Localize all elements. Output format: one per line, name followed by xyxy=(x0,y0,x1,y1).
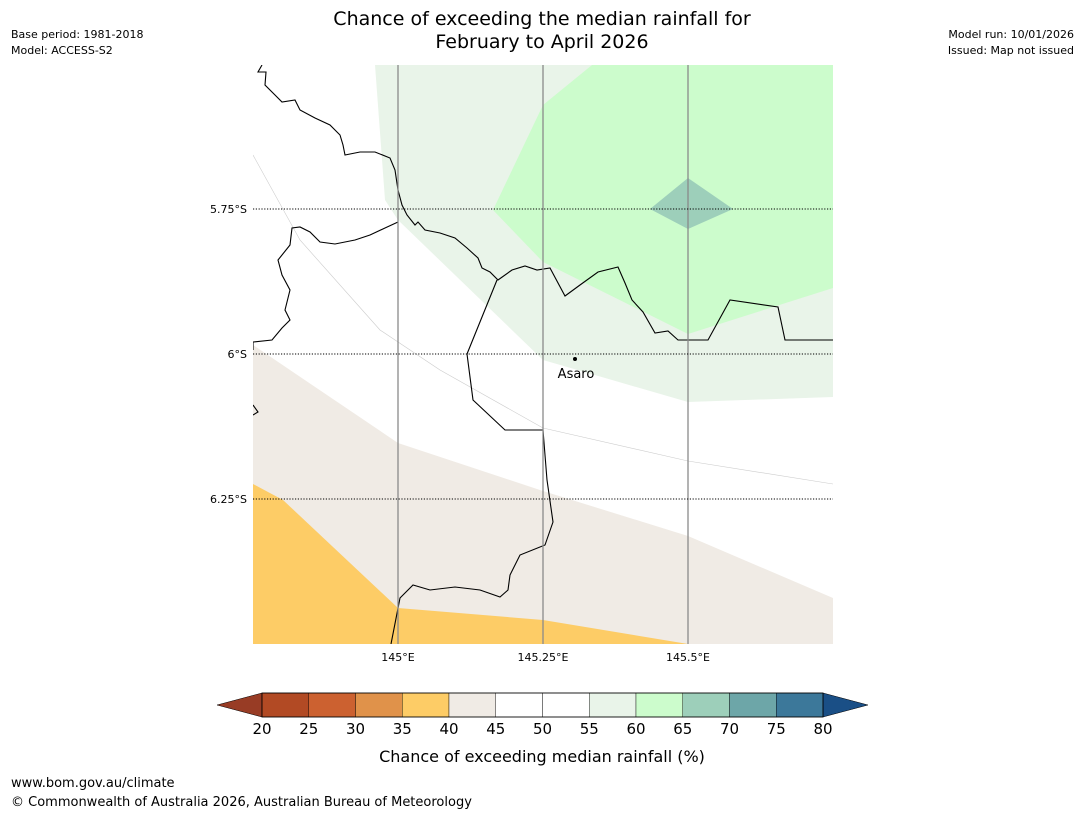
colorbar-tick-label: 80 xyxy=(813,720,832,738)
province-border xyxy=(390,279,554,644)
town-label-asaro: Asaro xyxy=(558,367,595,382)
colorbar-tick-label: 20 xyxy=(252,720,271,738)
title-line-2: February to April 2026 xyxy=(435,31,649,53)
base-period: Base period: 1981-2018 xyxy=(11,28,144,41)
rainfall-map: Asaro 5.75°S 6°S 6.25°S 145°E 145.25°E 1… xyxy=(210,65,833,664)
colorbar-tick-label: 70 xyxy=(720,720,739,738)
coastline xyxy=(253,221,399,350)
colorbar-ticks: 20 25 30 35 40 45 50 55 60 65 70 75 80 xyxy=(252,720,832,738)
colorbar-tick-label: 45 xyxy=(486,720,505,738)
lon-label: 145°E xyxy=(381,651,414,664)
lat-label: 6.25°S xyxy=(210,493,247,506)
colorbar-tick-label: 30 xyxy=(346,720,365,738)
metadata-right: Model run: 10/01/2026 Issued: Map not is… xyxy=(948,27,1074,59)
colorbar-tick-label: 40 xyxy=(439,720,458,738)
lon-label: 145.5°E xyxy=(666,651,710,664)
town-marker xyxy=(573,357,577,361)
title-line-1: Chance of exceeding the median rainfall … xyxy=(333,8,751,30)
lat-label: 6°S xyxy=(228,348,247,361)
footer-url: www.bom.gov.au/climate xyxy=(11,776,175,791)
colorbar-tick-label: 65 xyxy=(673,720,692,738)
map-area xyxy=(253,65,833,644)
coastline xyxy=(257,65,833,341)
model-name: Model: ACCESS-S2 xyxy=(11,44,113,57)
footer-copyright: © Commonwealth of Australia 2026, Austra… xyxy=(11,795,472,810)
coastline xyxy=(253,404,259,416)
colorbar-tick-label: 60 xyxy=(626,720,645,738)
lat-label: 5.75°S xyxy=(210,203,247,216)
zone-65-70 xyxy=(650,178,733,229)
zone-35-40 xyxy=(253,484,688,644)
issued-status: Issued: Map not issued xyxy=(947,44,1074,57)
colorbar-tick-label: 75 xyxy=(767,720,786,738)
model-run: Model run: 10/01/2026 xyxy=(948,28,1074,41)
metadata-left: Base period: 1981-2018 Model: ACCESS-S2 xyxy=(11,27,143,59)
colorbar-tick-label: 35 xyxy=(393,720,412,738)
colorbar-tick-label: 25 xyxy=(299,720,318,738)
colorbar-tick-label: 55 xyxy=(580,720,599,738)
map-title: Chance of exceeding the median rainfall … xyxy=(242,8,842,54)
lon-label: 145.25°E xyxy=(518,651,569,664)
colorbar-label: Chance of exceeding median rainfall (%) xyxy=(379,747,705,766)
colorbar-tick-label: 50 xyxy=(533,720,552,738)
